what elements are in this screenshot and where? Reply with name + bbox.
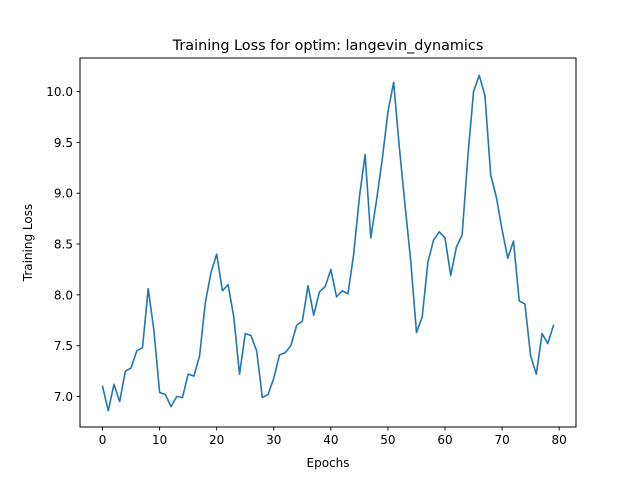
y-tick-label: 9.0 [54,187,73,201]
y-tick-label: 7.5 [54,339,73,353]
chart-title: Training Loss for optim: langevin_dynami… [172,38,484,54]
x-tick-label: 80 [552,433,567,447]
x-tick-label: 70 [494,433,509,447]
x-tick-label: 50 [380,433,395,447]
y-axis-ticks: 7.0 7.5 8.0 8.5 9.0 9.5 10.0 [46,85,80,404]
x-tick-label: 20 [209,433,224,447]
y-tick-label: 10.0 [46,85,73,99]
y-tick-label: 9.5 [54,136,73,150]
x-axis-ticks: 0 10 20 30 40 50 60 70 80 [99,427,567,447]
y-tick-label: 7.0 [54,390,73,404]
plot-background [80,58,576,427]
x-tick-label: 0 [99,433,107,447]
training-loss-line [101,74,555,412]
x-tick-label: 30 [266,433,281,447]
y-tick-label: 8.0 [54,288,73,302]
x-axis-label: Epochs [307,456,350,470]
x-tick-label: 40 [323,433,338,447]
x-tick-label: 60 [437,433,452,447]
y-axis-label: Training Loss [21,204,35,282]
plot-frame [79,57,577,428]
series-group [101,74,555,412]
x-tick-label: 10 [152,433,167,447]
y-tick-label: 8.5 [54,238,73,252]
